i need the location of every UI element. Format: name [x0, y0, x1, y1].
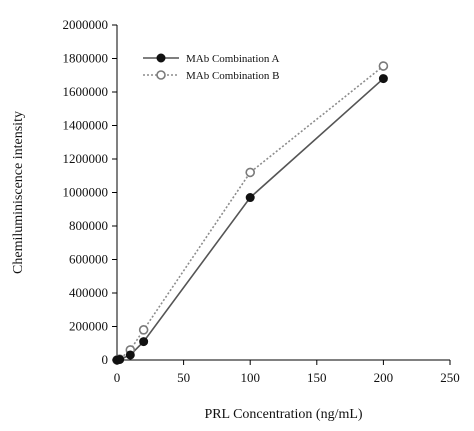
y-tick-label: 200000 [69, 319, 108, 334]
x-tick-label: 250 [440, 370, 460, 385]
y-tick-label: 400000 [69, 285, 108, 300]
legend-marker [156, 70, 166, 80]
x-tick-label: 150 [307, 370, 327, 385]
x-tick-label: 50 [177, 370, 190, 385]
series-line-a [116, 78, 384, 361]
x-axis-title: PRL Concentration (ng/mL) [204, 407, 362, 422]
data-point-b [378, 61, 389, 71]
y-tick-label: 600000 [69, 252, 108, 267]
y-tick-label: 800000 [69, 218, 108, 233]
legend-marker [156, 53, 166, 63]
y-tick-label: 0 [102, 352, 109, 367]
legend: MAb Combination A MAb Combination B [143, 53, 280, 82]
data-point-a [139, 337, 149, 347]
x-tick-label: 0 [114, 370, 121, 385]
plot-area: 0 200000 400000 600000 800000 1000000 1200000 1… [63, 17, 460, 385]
y-tick-label: 1000000 [63, 185, 109, 200]
legend-label: MAb Combination B [186, 70, 280, 82]
data-point-a [125, 350, 135, 360]
y-ticks: 0 200000 400000 600000 800000 1000000 1200000 1… [63, 17, 117, 367]
legend-label: MAb Combination A [186, 53, 280, 65]
x-tick-label: 200 [374, 370, 394, 385]
data-point-a [378, 74, 388, 84]
y-tick-label: 2000000 [63, 17, 109, 32]
y-tick-label: 1200000 [63, 151, 109, 166]
series-line-b [116, 65, 384, 361]
series-layer [112, 61, 389, 365]
data-point-b [138, 325, 149, 335]
x-ticks: 0 50 100 150 200 250 [114, 360, 460, 385]
data-point-a [115, 354, 125, 364]
y-tick-label: 1600000 [63, 84, 109, 99]
data-point-a [245, 193, 255, 203]
x-tick-label: 100 [240, 370, 260, 385]
y-tick-label: 1800000 [63, 51, 109, 66]
data-point-b [245, 167, 255, 178]
y-tick-label: 1400000 [63, 118, 109, 133]
y-axis-title: Chemiluminiscence intensity [11, 111, 26, 274]
